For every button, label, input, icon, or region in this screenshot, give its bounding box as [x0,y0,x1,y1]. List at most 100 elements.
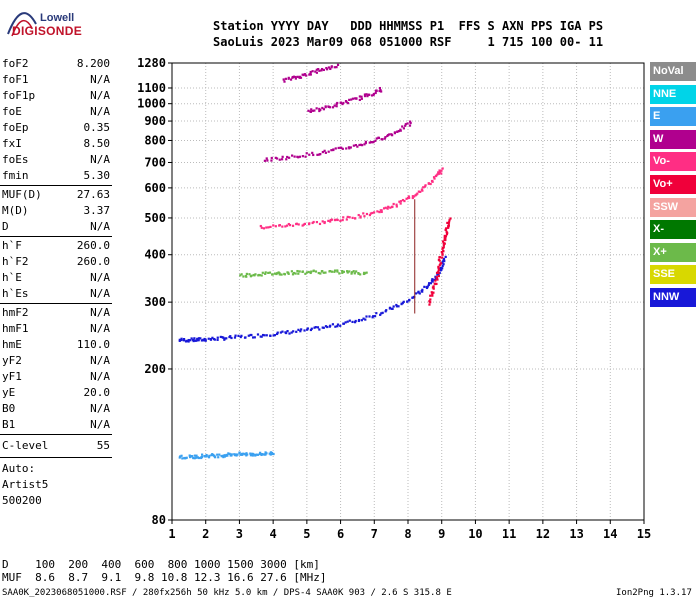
x-tick-label: 2 [202,527,209,541]
data-point [236,453,239,456]
data-point [284,77,287,80]
data-point [358,143,361,147]
data-point [289,78,293,81]
data-point [281,225,284,228]
data-point [333,66,336,69]
data-point [424,184,427,187]
data-point [321,106,324,110]
data-point [281,330,284,333]
param-label: foF2 [2,57,29,70]
data-point [428,300,431,303]
data-point [296,75,299,78]
divider [0,434,112,435]
data-point [178,339,181,342]
data-point [275,157,279,160]
data-point [330,66,333,69]
param-label: MUF(D) [2,188,42,201]
param-value: 0.35 [83,121,111,134]
data-point [438,170,441,174]
data-point [327,150,330,153]
data-point [298,76,301,79]
data-point [246,453,249,456]
data-point [428,303,431,306]
x-tick-label: 3 [236,527,243,541]
data-point [435,282,438,286]
data-point [437,274,440,278]
legend-noval: NoVal [650,62,696,81]
data-point [363,93,367,96]
data-point [221,454,225,458]
data-point [278,224,281,227]
data-point [436,173,439,176]
y-tick-label: 700 [144,155,166,169]
data-point [379,313,382,316]
data-point [434,279,437,282]
data-point [338,272,341,275]
y-tick-label: 400 [144,248,166,262]
data-point [405,197,408,200]
data-point [395,205,398,208]
data-point [436,278,439,281]
param-hes: h`Es N/A [2,286,110,302]
data-point [443,260,446,263]
data-point [290,331,293,334]
data-point [182,337,186,341]
data-point [306,327,309,330]
data-point [440,250,443,254]
data-point [389,206,392,209]
param-hf: h`F 260.0 [2,238,110,254]
data-point [189,339,192,342]
param-label: h`F [2,239,22,252]
data-point [335,66,338,69]
data-point [286,155,289,159]
data-point [362,317,365,320]
data-point [380,209,383,212]
data-point [316,153,319,156]
data-point [268,271,272,274]
data-point [319,272,322,275]
data-point [399,202,402,205]
x-tick-label: 1 [168,527,175,541]
data-point [228,452,231,456]
data-point [428,282,431,285]
data-point [351,216,354,219]
param-value: N/A [90,220,110,233]
data-point [392,202,395,206]
legend-e: E [650,107,696,127]
param-fxi: fxI 8.50 [2,136,110,152]
data-point [189,455,192,459]
data-point [364,141,367,145]
data-point [408,124,412,127]
data-point [242,275,245,278]
data-point [202,339,206,342]
data-point [391,134,394,137]
data-point [348,216,351,219]
data-point [287,76,290,79]
data-point [256,333,260,336]
data-point [438,264,441,267]
param-label: D [2,220,9,233]
param-label: yF2 [2,354,22,367]
data-point [431,294,434,297]
data-point [346,215,349,219]
data-point [259,451,262,454]
data-point [327,66,331,69]
data-point [323,149,326,152]
data-point [333,270,336,273]
data-point [365,271,368,274]
data-point [372,92,376,96]
data-point [363,143,366,146]
data-point [213,454,216,457]
data-point [341,271,344,274]
data-point [380,312,383,315]
data-point [334,325,337,328]
data-point [304,73,307,76]
data-point [307,109,310,112]
data-point [312,153,315,157]
data-point [180,338,183,342]
data-point [301,270,304,273]
data-point [335,105,338,108]
data-point [386,207,389,210]
y-tick-label: 300 [144,295,166,309]
